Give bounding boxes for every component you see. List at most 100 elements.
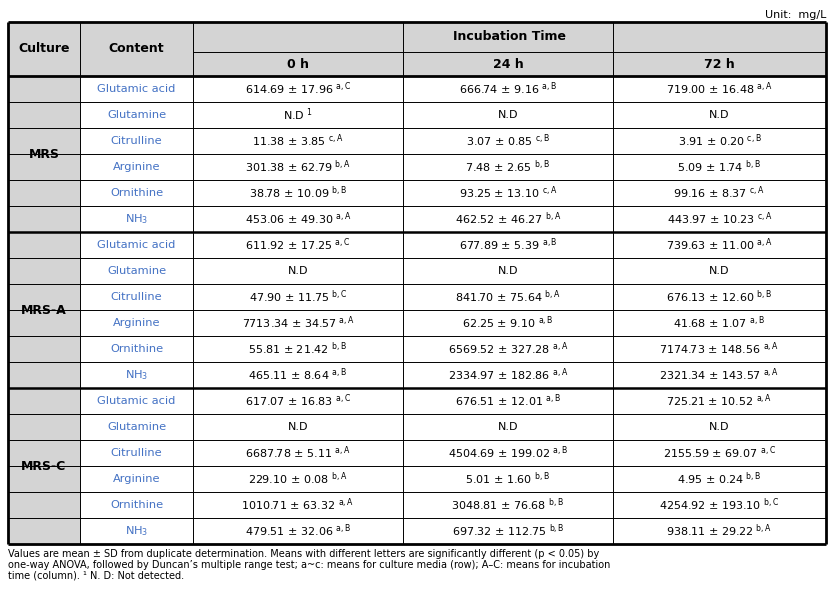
Text: 465.11 ± 8.64 $^{\mathregular{a,B}}$: 465.11 ± 8.64 $^{\mathregular{a,B}}$ [249,367,348,384]
Bar [8,440,80,466]
Text: 3048.81 ± 76.68 $^{\mathregular{b,B}}$: 3048.81 ± 76.68 $^{\mathregular{b,B}}$ [451,497,565,513]
Text: Citrulline: Citrulline [111,448,163,458]
Bar [8,52,826,76]
Bar [80,518,826,544]
Text: Glutamic acid: Glutamic acid [98,396,176,406]
Bar [80,466,826,492]
Bar [80,284,826,310]
Text: Unit:  mg/L: Unit: mg/L [765,10,826,20]
Text: 3.91 ± 0.20 $^{\mathregular{c,B}}$: 3.91 ± 0.20 $^{\mathregular{c,B}}$ [677,133,761,150]
Bar [8,22,826,52]
Text: Citrulline: Citrulline [111,136,163,146]
Text: 697.32 ± 112.75 $^{\mathregular{b,B}}$: 697.32 ± 112.75 $^{\mathregular{b,B}}$ [452,523,565,539]
Bar [80,232,826,258]
Text: 72 h: 72 h [704,57,735,71]
Text: N.D $^{1}$: N.D $^{1}$ [283,107,313,123]
Bar [8,284,80,310]
Bar [8,154,80,180]
Text: 7174.73 ± 148.56 $^{\mathregular{a,A}}$: 7174.73 ± 148.56 $^{\mathregular{a,A}}$ [660,341,780,358]
Text: one-way ANOVA, followed by Duncan’s multiple range test; a~c: means for culture : one-way ANOVA, followed by Duncan’s mult… [8,560,610,570]
Text: 4254.92 ± 193.10 $^{\mathregular{b,C}}$: 4254.92 ± 193.10 $^{\mathregular{b,C}}$ [659,497,780,513]
Text: 676.13 ± 12.60 $^{\mathregular{b,B}}$: 676.13 ± 12.60 $^{\mathregular{b,B}}$ [666,289,773,305]
Bar [80,206,826,232]
Text: NH$_3$: NH$_3$ [125,368,148,382]
Bar [80,154,826,180]
Text: 3.07 ± 0.85 $^{\mathregular{c,B}}$: 3.07 ± 0.85 $^{\mathregular{c,B}}$ [466,133,550,150]
Text: 62.25 ± 9.10 $^{\mathregular{a,B}}$: 62.25 ± 9.10 $^{\mathregular{a,B}}$ [462,315,554,331]
Text: 677.89 ± 5.39 $^{\mathregular{a,B}}$: 677.89 ± 5.39 $^{\mathregular{a,B}}$ [459,237,557,253]
Bar [8,310,80,336]
Bar [8,362,80,388]
Text: 55.81 ± 21.42 $^{\mathregular{b,B}}$: 55.81 ± 21.42 $^{\mathregular{b,B}}$ [249,341,348,358]
Text: N.D: N.D [709,422,730,432]
Bar [8,180,80,206]
Text: 47.90 ± 11.75 $^{\mathregular{b,C}}$: 47.90 ± 11.75 $^{\mathregular{b,C}}$ [249,289,348,305]
Bar [80,258,826,284]
Bar [8,336,80,362]
Bar [80,128,826,154]
Text: Incubation Time: Incubation Time [453,31,566,43]
Bar [80,492,826,518]
Bar [8,232,80,258]
Text: time (column). ¹ N. D: Not detected.: time (column). ¹ N. D: Not detected. [8,571,184,581]
Text: N.D: N.D [709,266,730,276]
Bar [8,76,80,102]
Text: 719.00 ± 16.48 $^{\mathregular{a,A}}$: 719.00 ± 16.48 $^{\mathregular{a,A}}$ [666,81,773,97]
Text: MRS: MRS [28,148,59,160]
Text: Glutamine: Glutamine [107,110,166,120]
Text: 479.51 ± 32.06 $^{\mathregular{a,B}}$: 479.51 ± 32.06 $^{\mathregular{a,B}}$ [245,523,351,539]
Text: Ornithine: Ornithine [110,188,163,198]
Text: Values are mean ± SD from duplicate determination. Means with different letters : Values are mean ± SD from duplicate dete… [8,549,600,559]
Text: 93.25 ± 13.10 $^{\mathregular{c,A}}$: 93.25 ± 13.10 $^{\mathregular{c,A}}$ [459,185,557,201]
Text: 443.97 ± 10.23 $^{\mathregular{c,A}}$: 443.97 ± 10.23 $^{\mathregular{c,A}}$ [666,210,772,227]
Text: Arginine: Arginine [113,474,160,484]
Bar [80,388,826,414]
Bar [8,388,80,414]
Text: Culture: Culture [18,42,70,55]
Text: 6687.78 ± 5.11 $^{\mathregular{a,A}}$: 6687.78 ± 5.11 $^{\mathregular{a,A}}$ [245,444,351,461]
Text: N.D: N.D [498,422,518,432]
Text: N.D: N.D [288,266,309,276]
Bar [8,518,80,544]
Text: 666.74 ± 9.16 $^{\mathregular{a,B}}$: 666.74 ± 9.16 $^{\mathregular{a,B}}$ [459,81,557,97]
Text: 41.68 ± 1.07 $^{\mathregular{a,B}}$: 41.68 ± 1.07 $^{\mathregular{a,B}}$ [673,315,766,331]
Bar [80,336,826,362]
Bar [8,258,80,284]
Bar [80,180,826,206]
Text: NH$_3$: NH$_3$ [125,524,148,538]
Text: 676.51 ± 12.01 $^{\mathregular{a,B}}$: 676.51 ± 12.01 $^{\mathregular{a,B}}$ [455,393,561,409]
Text: 7713.34 ± 34.57 $^{\mathregular{a,A}}$: 7713.34 ± 34.57 $^{\mathregular{a,A}}$ [242,315,354,331]
Text: 4.95 ± 0.24 $^{\mathregular{b,B}}$: 4.95 ± 0.24 $^{\mathregular{b,B}}$ [677,471,761,487]
Text: N.D: N.D [709,110,730,120]
Text: 725.21 ± 10.52 $^{\mathregular{a,A}}$: 725.21 ± 10.52 $^{\mathregular{a,A}}$ [666,393,772,409]
Bar [8,466,80,492]
Text: 4504.69 ± 199.02 $^{\mathregular{a,B}}$: 4504.69 ± 199.02 $^{\mathregular{a,B}}$ [448,444,568,461]
Text: MRS-A: MRS-A [21,303,67,317]
Text: Ornithine: Ornithine [110,344,163,354]
Text: Ornithine: Ornithine [110,500,163,510]
Text: Citrulline: Citrulline [111,292,163,302]
Text: Glutamine: Glutamine [107,266,166,276]
Bar [80,414,826,440]
Text: 301.38 ± 62.79 $^{\mathregular{b,A}}$: 301.38 ± 62.79 $^{\mathregular{b,A}}$ [245,159,351,175]
Text: 7.48 ± 2.65 $^{\mathregular{b,B}}$: 7.48 ± 2.65 $^{\mathregular{b,B}}$ [465,159,550,175]
Bar [80,362,826,388]
Text: MRS-C: MRS-C [22,459,67,473]
Text: 1010.71 ± 63.32 $^{\mathregular{a,A}}$: 1010.71 ± 63.32 $^{\mathregular{a,A}}$ [242,497,354,513]
Bar [8,414,80,440]
Text: 462.52 ± 46.27 $^{\mathregular{b,A}}$: 462.52 ± 46.27 $^{\mathregular{b,A}}$ [455,210,561,227]
Text: 841.70 ± 75.64 $^{\mathregular{b,A}}$: 841.70 ± 75.64 $^{\mathregular{b,A}}$ [455,289,561,305]
Text: Glutamine: Glutamine [107,422,166,432]
Bar [80,102,826,128]
Text: N.D: N.D [498,266,518,276]
Text: N.D: N.D [288,422,309,432]
Text: 5.01 ± 1.60 $^{\mathregular{b,B}}$: 5.01 ± 1.60 $^{\mathregular{b,B}}$ [465,471,550,487]
Text: 2321.34 ± 143.57 $^{\mathregular{a,A}}$: 2321.34 ± 143.57 $^{\mathregular{a,A}}$ [660,367,780,384]
Bar [8,492,80,518]
Bar [80,310,826,336]
Text: NH$_3$: NH$_3$ [125,212,148,226]
Text: 0 h: 0 h [287,57,309,71]
Text: 2155.59 ± 69.07 $^{\mathregular{a,C}}$: 2155.59 ± 69.07 $^{\mathregular{a,C}}$ [663,444,776,461]
Text: 229.10 ± 0.08 $^{\mathregular{b,A}}$: 229.10 ± 0.08 $^{\mathregular{b,A}}$ [249,471,348,487]
Text: Arginine: Arginine [113,318,160,328]
